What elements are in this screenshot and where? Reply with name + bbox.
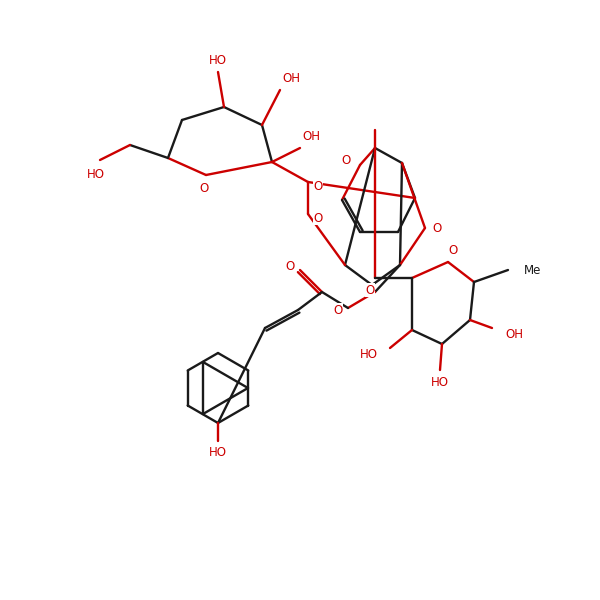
Text: O: O <box>313 179 323 193</box>
Text: Me: Me <box>524 263 541 277</box>
Text: OH: OH <box>302 130 320 142</box>
Text: HO: HO <box>87 167 105 181</box>
Text: O: O <box>286 259 295 272</box>
Text: OH: OH <box>282 71 300 85</box>
Text: HO: HO <box>431 376 449 389</box>
Text: HO: HO <box>209 53 227 67</box>
Text: HO: HO <box>360 349 378 361</box>
Text: O: O <box>365 283 374 296</box>
Text: O: O <box>433 221 442 235</box>
Text: O: O <box>199 182 209 196</box>
Text: O: O <box>341 154 350 167</box>
Text: OH: OH <box>505 328 523 340</box>
Text: O: O <box>334 304 343 317</box>
Text: O: O <box>313 211 323 224</box>
Text: O: O <box>448 244 458 257</box>
Text: HO: HO <box>209 446 227 460</box>
